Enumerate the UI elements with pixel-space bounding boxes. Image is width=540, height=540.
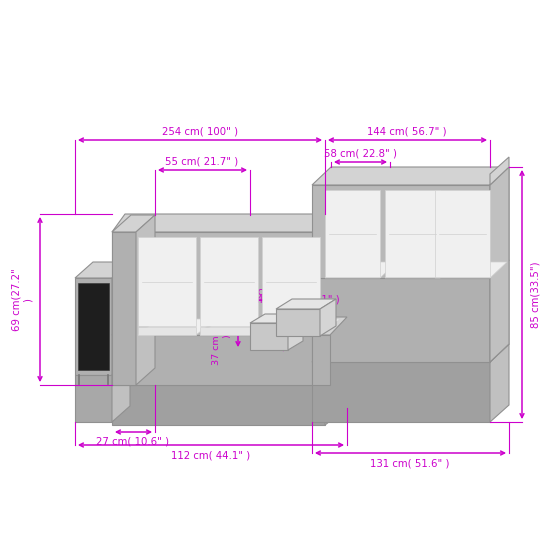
Polygon shape — [112, 262, 130, 375]
Polygon shape — [262, 237, 320, 326]
Text: 37 cm(14.6"
): 37 cm(14.6" ) — [278, 293, 298, 352]
Polygon shape — [312, 335, 330, 385]
Polygon shape — [325, 317, 347, 385]
Polygon shape — [385, 262, 457, 278]
Polygon shape — [112, 214, 347, 232]
Polygon shape — [276, 309, 320, 336]
Text: 27 cm( 10.6" ): 27 cm( 10.6" ) — [97, 436, 170, 446]
Polygon shape — [112, 317, 347, 335]
Polygon shape — [320, 299, 336, 336]
Polygon shape — [138, 319, 216, 335]
Text: 85 cm(33.5"): 85 cm(33.5") — [530, 262, 540, 328]
Text: 58 cm( 22.8" ): 58 cm( 22.8" ) — [323, 149, 396, 159]
Polygon shape — [112, 232, 136, 385]
Polygon shape — [250, 314, 303, 323]
Polygon shape — [276, 299, 336, 309]
Polygon shape — [200, 319, 278, 335]
Polygon shape — [312, 362, 490, 422]
Polygon shape — [75, 262, 130, 278]
Text: 131 cm( 51.6" ): 131 cm( 51.6" ) — [370, 459, 450, 469]
Text: 254 cm( 100" ): 254 cm( 100" ) — [162, 127, 238, 137]
Polygon shape — [312, 260, 509, 278]
Polygon shape — [250, 323, 288, 350]
Polygon shape — [112, 359, 130, 422]
Polygon shape — [385, 190, 440, 277]
Text: 144 cm( 56.7" ): 144 cm( 56.7" ) — [367, 127, 447, 137]
Text: 22.5 cm( 8.9" ): 22.5 cm( 8.9" ) — [232, 287, 308, 297]
Polygon shape — [112, 335, 325, 385]
Polygon shape — [312, 278, 490, 362]
Polygon shape — [200, 237, 258, 326]
Polygon shape — [200, 327, 258, 335]
Polygon shape — [490, 167, 509, 278]
Text: 112 cm( 44.1" ): 112 cm( 44.1" ) — [171, 451, 251, 461]
Polygon shape — [112, 385, 325, 425]
Polygon shape — [325, 214, 347, 335]
Polygon shape — [490, 157, 509, 185]
Polygon shape — [262, 327, 320, 335]
Polygon shape — [325, 190, 380, 277]
Polygon shape — [325, 262, 397, 278]
Polygon shape — [312, 185, 490, 278]
Polygon shape — [136, 215, 155, 385]
Polygon shape — [490, 344, 509, 422]
Text: 48.5 cm( 19.1" ): 48.5 cm( 19.1" ) — [256, 295, 339, 305]
Polygon shape — [312, 167, 509, 185]
Text: 55 cm( 21.7" ): 55 cm( 21.7" ) — [165, 157, 239, 167]
Polygon shape — [325, 368, 347, 425]
Polygon shape — [490, 260, 509, 362]
Polygon shape — [490, 167, 509, 362]
Polygon shape — [138, 237, 196, 326]
Polygon shape — [435, 190, 490, 277]
Polygon shape — [112, 215, 155, 232]
Polygon shape — [75, 375, 112, 422]
Polygon shape — [312, 344, 509, 362]
Text: 37 cm(14.6"
): 37 cm(14.6" ) — [212, 307, 232, 366]
Polygon shape — [78, 283, 109, 370]
Polygon shape — [435, 262, 507, 278]
Polygon shape — [112, 232, 325, 335]
Polygon shape — [138, 327, 196, 335]
Polygon shape — [312, 317, 347, 335]
Polygon shape — [288, 314, 303, 350]
Text: 69 cm(27.2"
): 69 cm(27.2" ) — [11, 268, 33, 332]
Polygon shape — [262, 319, 340, 335]
Polygon shape — [75, 278, 112, 375]
